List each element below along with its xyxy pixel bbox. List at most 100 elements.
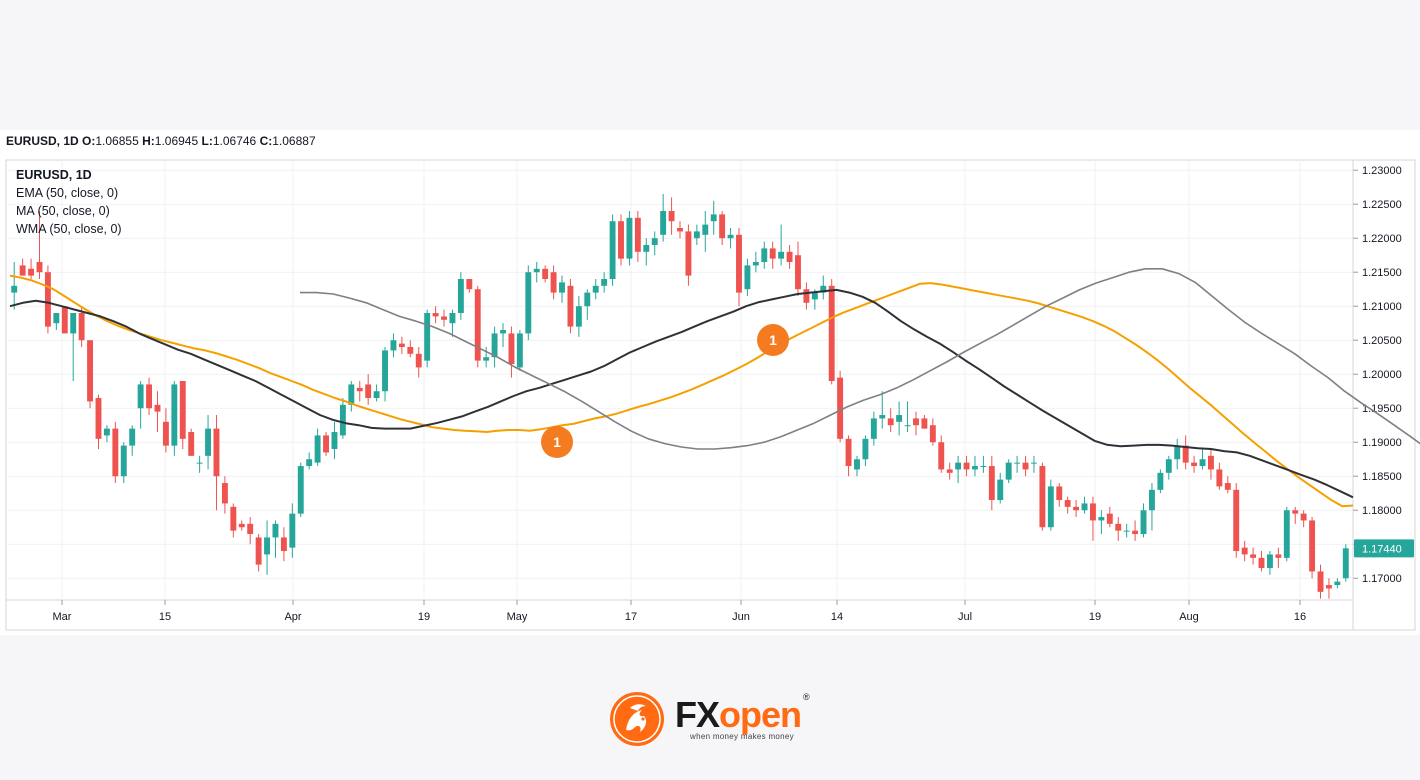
candle-body [171, 384, 178, 446]
candle-body [1309, 520, 1316, 572]
candle-body [28, 268, 35, 276]
y-tick-label: 1.19500 [1362, 403, 1402, 415]
candle-body [120, 445, 127, 477]
candle-body [1081, 503, 1088, 511]
candle-body [854, 459, 860, 470]
candle-body [112, 428, 119, 477]
candle-body [1199, 459, 1206, 467]
header-low: 1.06746 [212, 134, 257, 148]
legend-ma[interactable]: MA (50, close, 0) [16, 204, 110, 218]
candle-body [719, 214, 726, 239]
candle-body [828, 285, 835, 382]
candle-body [1241, 547, 1248, 555]
candle-body [811, 292, 818, 300]
candle-body [879, 415, 886, 419]
x-tick-label: 15 [159, 611, 171, 623]
candle-body [415, 353, 422, 368]
x-tick-label: 17 [625, 611, 637, 623]
candle-body [272, 523, 279, 538]
candle-body [36, 262, 43, 273]
legend-ema[interactable]: EMA (50, close, 0) [16, 186, 119, 200]
candle-body [331, 432, 338, 450]
candle-body [887, 418, 894, 426]
candle-body [1115, 523, 1122, 531]
header-close: 1.06887 [272, 134, 316, 148]
candle-body [601, 279, 608, 286]
candle-body [221, 483, 228, 504]
candle-body [980, 466, 987, 468]
candle-body [1250, 554, 1257, 558]
candle-body [1283, 510, 1290, 558]
candle-body [1300, 513, 1307, 521]
candle-body [1233, 489, 1240, 552]
candle-body [693, 231, 700, 239]
candle-body [634, 217, 641, 252]
candle-body [188, 432, 195, 456]
y-tick-label: 1.20000 [1362, 369, 1402, 381]
candle-body [162, 421, 169, 446]
annotation-badge [757, 324, 789, 356]
candle-body [483, 357, 490, 361]
candle-body [1098, 517, 1105, 521]
candle-body [11, 285, 18, 293]
ema-line [9, 274, 1354, 508]
candle-body [95, 398, 102, 439]
x-tick-label: 14 [831, 611, 843, 623]
candle-body [500, 330, 506, 334]
candle-body [19, 265, 26, 276]
logo-registered: ® [803, 692, 810, 702]
candle-body [432, 313, 439, 317]
header-symbol: EURUSD, 1D [6, 134, 79, 148]
x-tick-label: 16 [1294, 611, 1306, 623]
candle-body [904, 425, 911, 427]
x-tick-label: May [507, 611, 528, 623]
candle-body [1047, 486, 1054, 528]
candle-body [1165, 459, 1172, 473]
candle-body [154, 404, 161, 412]
candle-body [1123, 530, 1130, 532]
candle-body [1325, 585, 1332, 589]
x-tick-label: Jun [732, 611, 750, 623]
candle-body [929, 425, 936, 443]
candle-body [685, 231, 692, 276]
candle-body [356, 387, 363, 392]
candle-body [567, 285, 574, 327]
candle-body [196, 462, 203, 464]
candle-body [938, 442, 945, 470]
candle-body [390, 340, 397, 351]
candle-body [786, 251, 793, 263]
candle-body [53, 313, 60, 324]
y-tick-label: 1.21000 [1362, 301, 1402, 313]
fxopen-logo: FXopen ® when money makes money [608, 690, 820, 748]
candle-body [668, 211, 675, 222]
candle-body [1182, 445, 1189, 463]
candle-body [348, 384, 355, 405]
candle-body [1207, 455, 1214, 470]
candle-body [1149, 489, 1155, 511]
candle-body [946, 469, 953, 473]
candle-body [255, 537, 262, 565]
annotation-badge [541, 426, 573, 458]
candle-body [61, 306, 68, 334]
candle-body [179, 381, 186, 439]
x-tick-label: Jul [958, 611, 972, 623]
candle-body [1022, 462, 1029, 470]
candle-body [761, 248, 768, 263]
candle-body [592, 285, 599, 293]
candle-body [365, 384, 372, 399]
price-chart[interactable]: 1.23000 1.22500 1.22000 1.21500 1.21000 1.205… [0, 130, 1420, 635]
candle-body [407, 347, 414, 354]
candle-body [146, 384, 153, 409]
logo-wordmark: FXopen [675, 694, 802, 736]
y-tick-label: 1.22500 [1362, 199, 1402, 211]
logo-tagline: when money makes money [690, 732, 794, 741]
indicator-legend: EURUSD, 1D EMA (50, close, 0) MA (50, cl… [16, 166, 122, 238]
candle-body [870, 418, 877, 439]
logo-fx: FX [675, 694, 720, 735]
candle-body [289, 513, 296, 548]
candle-body [559, 282, 565, 293]
candle-body [129, 428, 136, 446]
candle-body [972, 466, 978, 470]
y-tick-label: 1.18500 [1362, 471, 1402, 483]
legend-wma[interactable]: WMA (50, close, 0) [16, 222, 122, 236]
